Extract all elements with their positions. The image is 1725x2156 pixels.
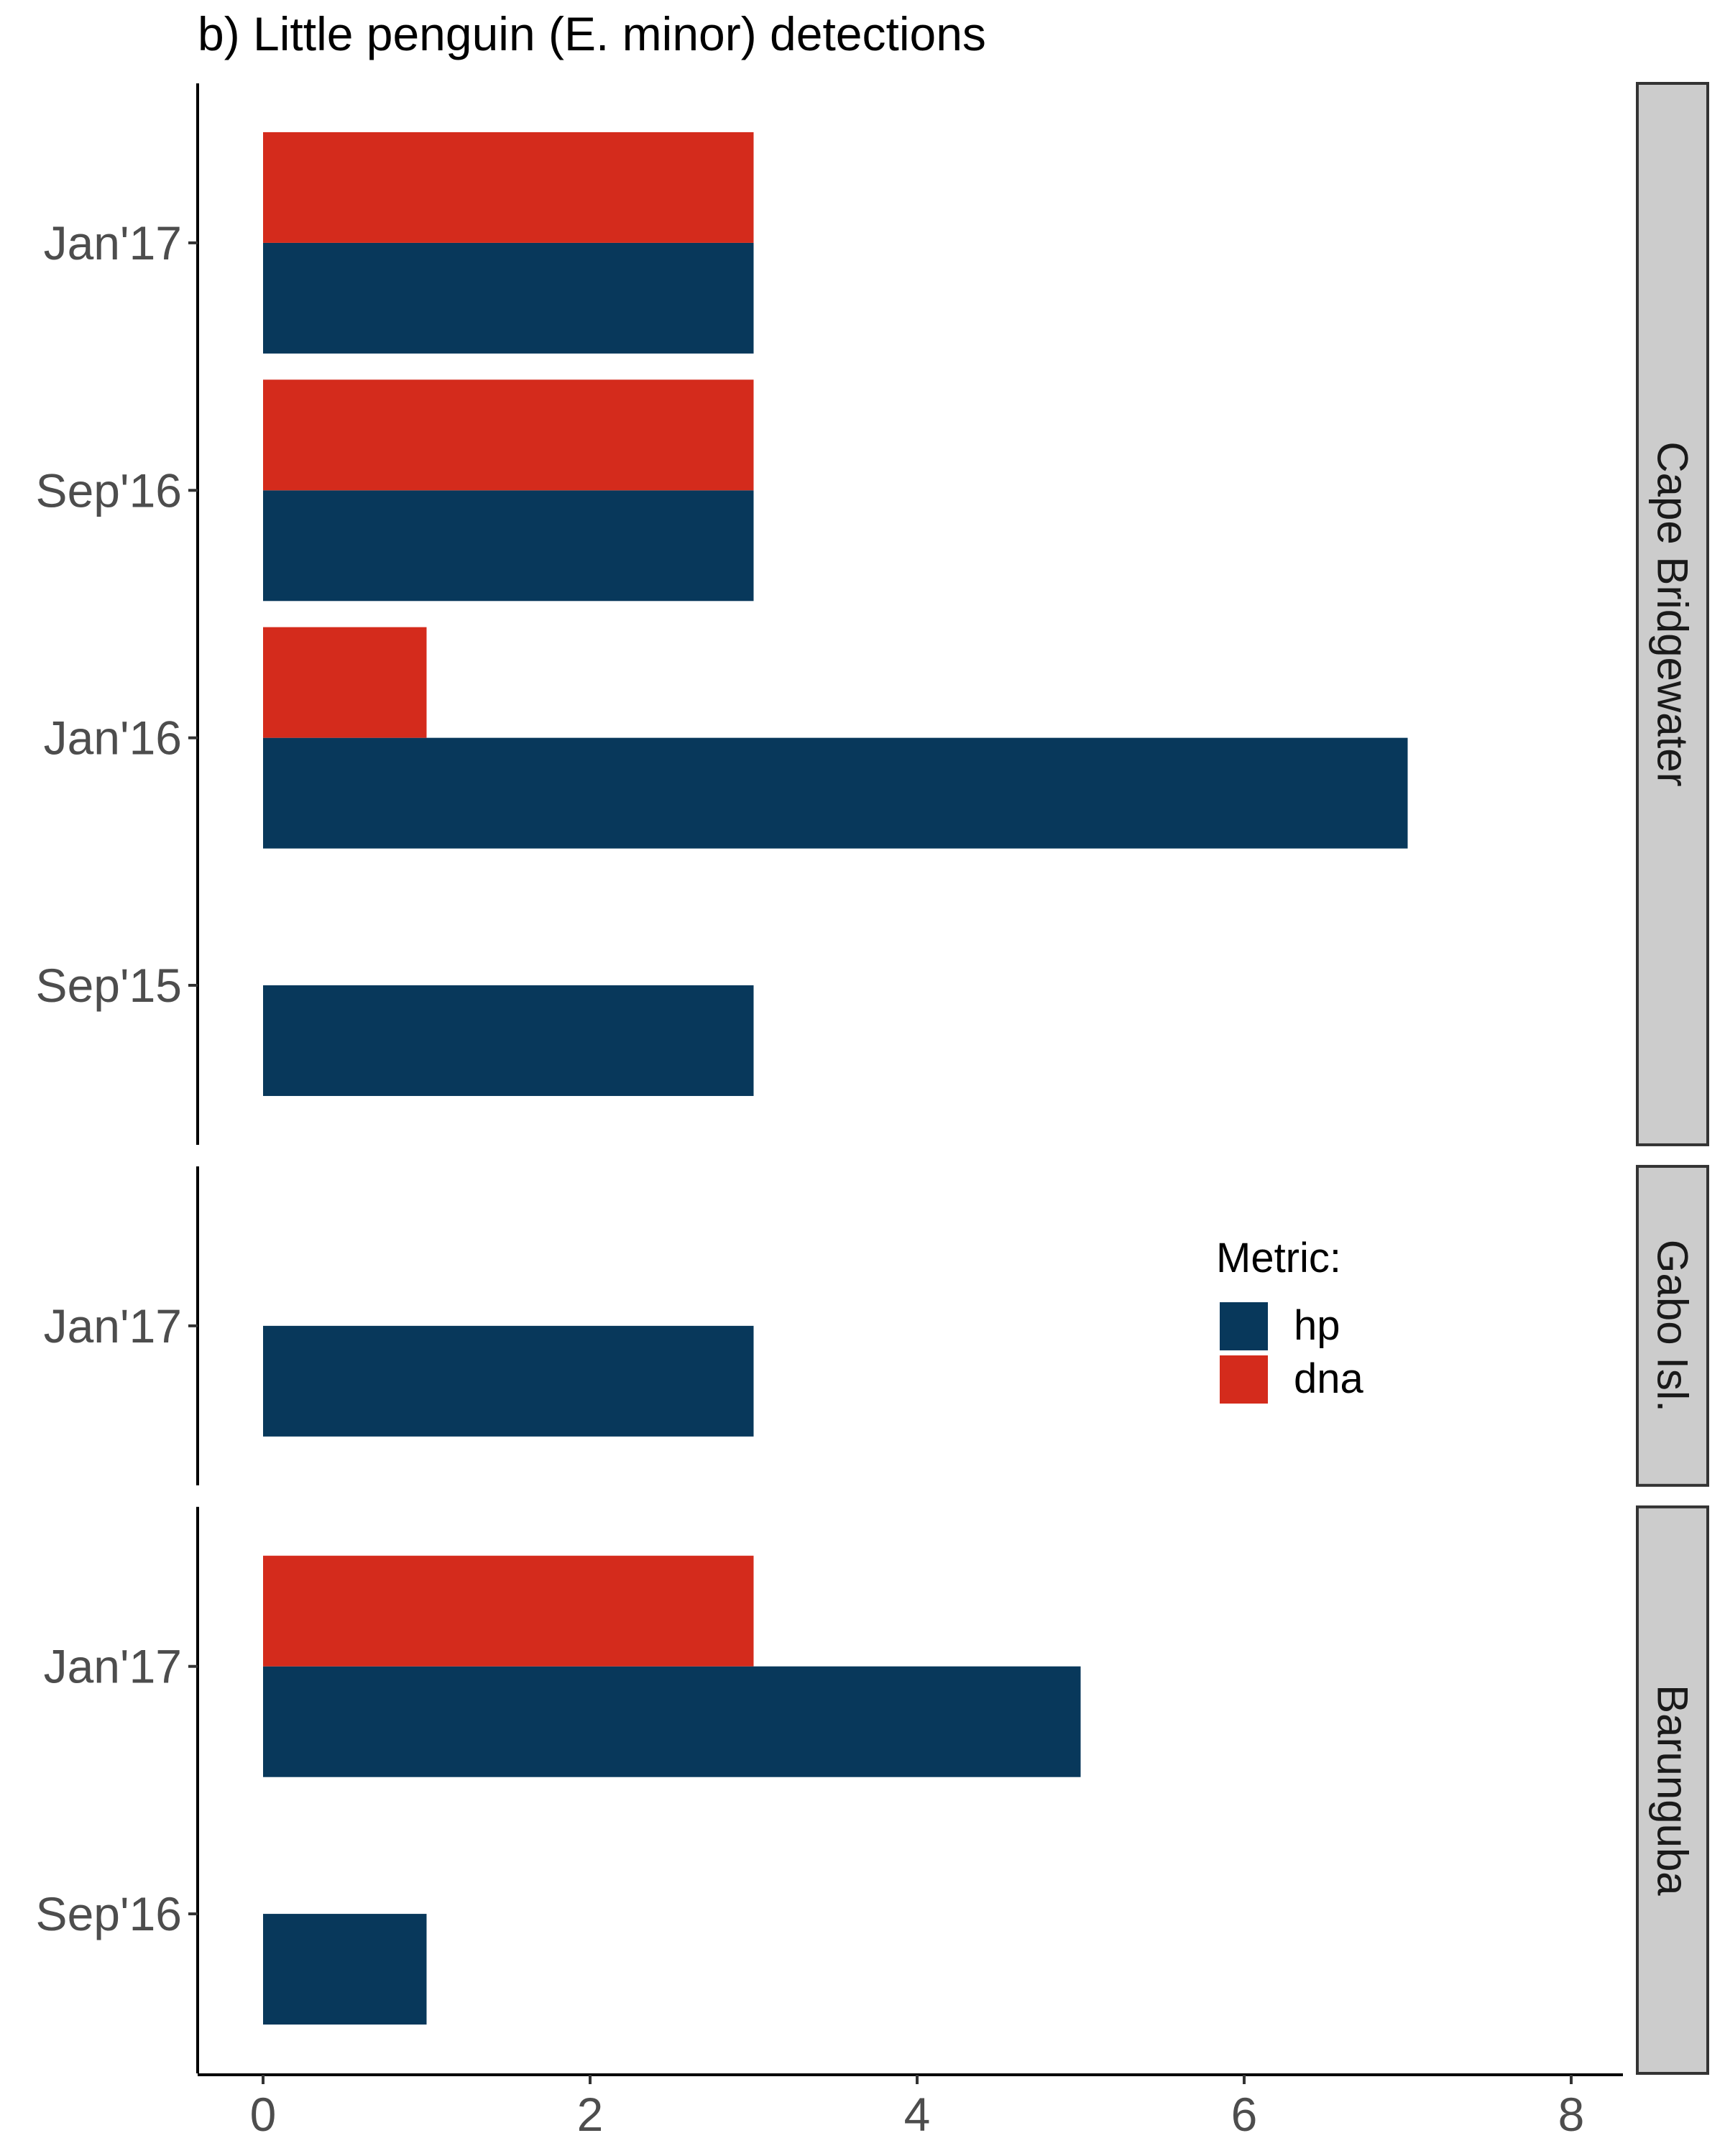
facet-strip-label: Barunguba — [1649, 1685, 1697, 1896]
legend-title: Metric: — [1216, 1235, 1341, 1281]
y-tick-label: Jan'16 — [44, 711, 182, 765]
bar-dna — [263, 132, 754, 243]
facet-strip — [1636, 1164, 1709, 1487]
y-tick-label: Jan'17 — [44, 216, 182, 270]
legend-key-dna — [1220, 1355, 1268, 1404]
bar-hp — [263, 1325, 754, 1437]
bar-hp — [263, 1666, 1081, 1777]
bar-hp — [263, 242, 754, 354]
legend: Metric: hp dna — [1216, 1235, 1364, 1404]
bar-hp — [263, 490, 754, 602]
facet-panel: Jan'17 Gabo Isl. — [44, 1164, 1709, 1487]
legend-label-hp: hp — [1294, 1302, 1340, 1349]
y-tick-label: Jan'17 — [44, 1640, 182, 1693]
facet-panel: Sep'16 Jan'17 Barunguba — [36, 1505, 1709, 2075]
bar-dna — [263, 627, 427, 738]
x-tick-label: 4 — [904, 2088, 931, 2141]
y-tick-label: Sep'15 — [36, 959, 182, 1012]
x-axis: 0 2 4 6 8 — [198, 2073, 1623, 2141]
x-tick-label: 0 — [250, 2088, 277, 2141]
legend-key-hp — [1220, 1302, 1268, 1350]
bar-hp — [263, 1914, 427, 2025]
legend-label-dna: dna — [1294, 1355, 1364, 1402]
chart-title: b) Little penguin (E. minor) detections — [198, 7, 986, 60]
panels: Sep'15 Jan'16 Sep'16 Jan'17 Cape Bridgewater… — [36, 82, 1709, 2075]
facet-strip-label: Gabo Isl. — [1649, 1240, 1697, 1412]
y-tick-label: Jan'17 — [44, 1299, 182, 1353]
bar-dna — [263, 379, 754, 491]
y-tick-label: Sep'16 — [36, 1887, 182, 1940]
facet-strip — [1636, 1505, 1709, 2075]
facet-panel: Sep'15 Jan'16 Sep'16 Jan'17 Cape Bridgewater — [36, 82, 1709, 1146]
bar-hp — [263, 737, 1408, 849]
facet-strip-label: Cape Bridgewater — [1649, 441, 1697, 786]
x-tick-label: 8 — [1558, 2088, 1585, 2141]
x-tick-label: 6 — [1231, 2088, 1258, 2141]
bar-dna — [263, 1555, 754, 1667]
facet-strip — [1636, 82, 1709, 1146]
bar-hp — [263, 985, 754, 1097]
x-tick-label: 2 — [577, 2088, 604, 2141]
y-tick-label: Sep'16 — [36, 464, 182, 517]
